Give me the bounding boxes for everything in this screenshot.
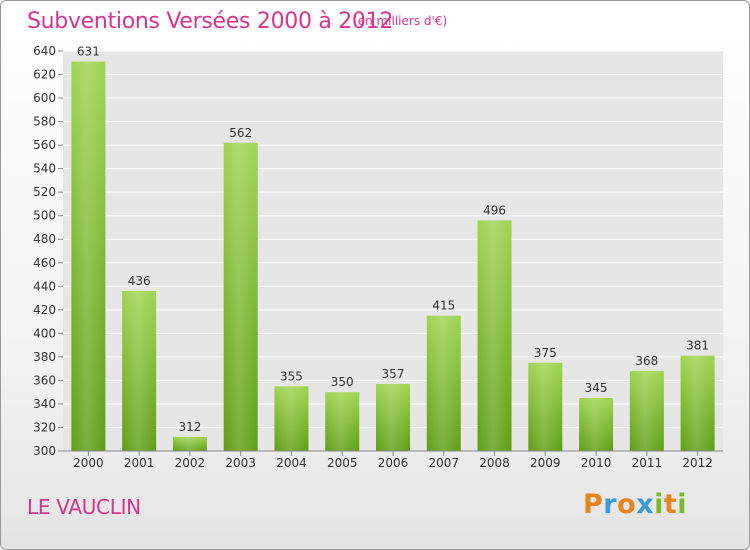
bar-highlight xyxy=(71,61,106,452)
bar-value-label: 355 xyxy=(280,369,303,383)
y-tick-label: 580 xyxy=(33,115,56,129)
logo-letter: i xyxy=(677,489,688,520)
y-tick-label: 420 xyxy=(33,303,56,317)
x-tick-label: 2012 xyxy=(682,456,713,470)
bar-value-label: 496 xyxy=(483,203,506,217)
y-tick-label: 400 xyxy=(33,326,56,340)
logo-letter: i xyxy=(654,489,664,520)
y-tick-label: 640 xyxy=(33,44,56,58)
bar-highlight xyxy=(477,220,512,451)
y-tick-label: 380 xyxy=(33,350,56,364)
logo-letter: o xyxy=(617,489,637,520)
x-axis: 2000 2001 2002 2003 2004 2005 2006 2007 2008 2009… xyxy=(63,450,723,470)
bar-highlight xyxy=(680,355,715,451)
x-tick-label: 2003 xyxy=(225,456,256,470)
y-tick-label: 540 xyxy=(33,162,56,176)
y-tick-label: 600 xyxy=(33,91,56,105)
x-tick-label: 2009 xyxy=(530,456,561,470)
y-tick-label: 560 xyxy=(33,138,56,152)
y-tick-label: 340 xyxy=(33,397,56,411)
y-tick-label: 300 xyxy=(33,444,56,458)
bar-value-label: 312 xyxy=(178,420,201,434)
bar-value-label: 368 xyxy=(635,354,658,368)
commune-name: LE VAUCLIN xyxy=(27,495,141,519)
x-tick-label: 2001 xyxy=(124,456,155,470)
logo-letter: t xyxy=(663,489,678,520)
bar-value-label: 345 xyxy=(585,381,608,395)
bar-highlight xyxy=(629,371,664,451)
logo-letter: r xyxy=(603,489,618,520)
bar-highlight xyxy=(172,436,207,451)
x-tick-label: 2008 xyxy=(479,456,510,470)
bar-value-label: 631 xyxy=(77,45,100,59)
chart-title: Subventions Versées 2000 à 2012 xyxy=(27,9,394,34)
y-tick-label: 460 xyxy=(33,256,56,270)
y-axis: 300 320 340 360 380 400 420 440 460 480 500 520 540 5… xyxy=(33,44,63,458)
x-tick-label: 2007 xyxy=(428,456,459,470)
proxiti-logo[interactable]: Proxiti xyxy=(583,489,687,520)
bar-highlight xyxy=(223,142,258,451)
x-tick-label: 2005 xyxy=(327,456,358,470)
bar-highlight xyxy=(325,392,360,451)
bar-highlight xyxy=(579,398,614,451)
bar-value-label: 562 xyxy=(229,126,252,140)
bar-value-label: 381 xyxy=(686,339,709,353)
bar-highlight xyxy=(528,362,563,451)
y-tick-label: 620 xyxy=(33,68,56,82)
x-tick-label: 2004 xyxy=(276,456,307,470)
bar-value-label: 375 xyxy=(534,346,557,360)
x-tick-label: 2000 xyxy=(73,456,104,470)
y-tick-label: 360 xyxy=(33,373,56,387)
bar-value-label: 415 xyxy=(432,299,455,313)
x-tick-label: 2011 xyxy=(632,456,663,470)
y-tick-label: 480 xyxy=(33,232,56,246)
y-tick-label: 320 xyxy=(33,420,56,434)
x-tick-label: 2010 xyxy=(581,456,612,470)
logo-letter: P xyxy=(583,489,604,520)
y-tick-label: 520 xyxy=(33,185,56,199)
bar-highlight xyxy=(122,291,157,451)
bar-highlight xyxy=(426,315,461,451)
bar-value-label: 350 xyxy=(331,375,354,389)
bars: 631 436 312 562 355 350 357 415 496 375 345 368 381 xyxy=(71,45,715,452)
bar-value-label: 357 xyxy=(382,367,405,381)
x-tick-label: 2006 xyxy=(378,456,409,470)
x-tick-label: 2002 xyxy=(175,456,206,470)
y-tick-label: 500 xyxy=(33,209,56,223)
chart-subtitle: (en milliers d'€) xyxy=(353,14,448,28)
bar-highlight xyxy=(376,383,410,451)
bar-value-label: 436 xyxy=(128,274,151,288)
y-tick-label: 440 xyxy=(33,279,56,293)
logo-letter: x xyxy=(636,489,655,520)
bar-highlight xyxy=(274,386,309,451)
